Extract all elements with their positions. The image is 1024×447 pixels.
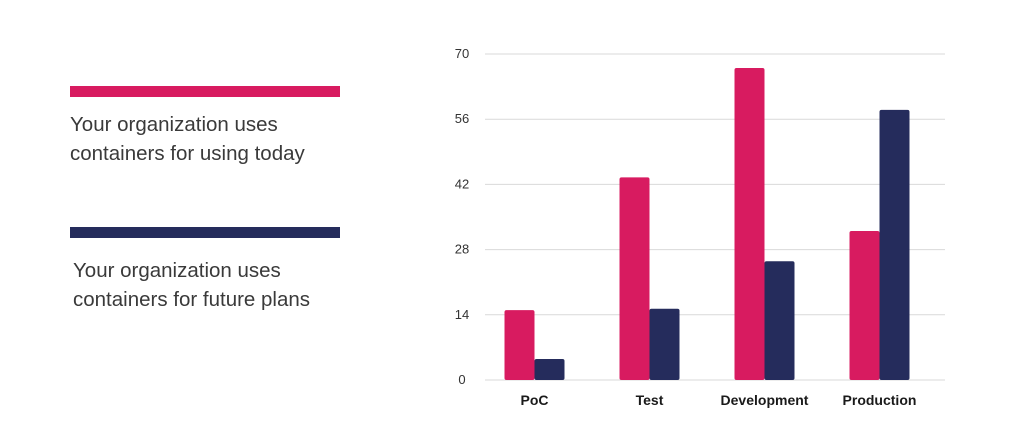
bar [649,308,680,380]
y-tick-label: 42 [455,176,469,191]
x-category-label: Development [721,392,809,408]
bar [849,230,880,380]
legend-swatch-today [70,86,340,97]
bar [764,261,795,380]
y-tick-label: 56 [455,111,469,126]
x-category-label: Production [843,392,917,408]
bar [879,109,910,380]
bar-chart: 0 14 28 42 56 70 PoC Test Development Production [455,46,945,408]
legend-item-today: Your organization uses containers for us… [70,86,370,168]
y-tick-label: 70 [455,46,469,61]
legend-label-future: Your organization uses containers for fu… [73,259,311,311]
x-category-label: PoC [521,392,549,408]
y-tick-label: 0 [458,372,465,387]
x-category-label: Test [636,392,664,408]
bar [734,67,765,380]
legend-label-today: Your organization uses containers for us… [70,113,305,165]
y-tick-label: 14 [455,307,469,322]
legend-swatch-future [70,227,340,238]
chart-legend: Your organization uses containers for us… [0,0,400,447]
y-tick-label: 28 [455,242,469,257]
bar [504,310,535,380]
bar [534,359,565,380]
bar [619,177,650,380]
legend-item-future: Your organization uses containers for fu… [70,227,373,314]
